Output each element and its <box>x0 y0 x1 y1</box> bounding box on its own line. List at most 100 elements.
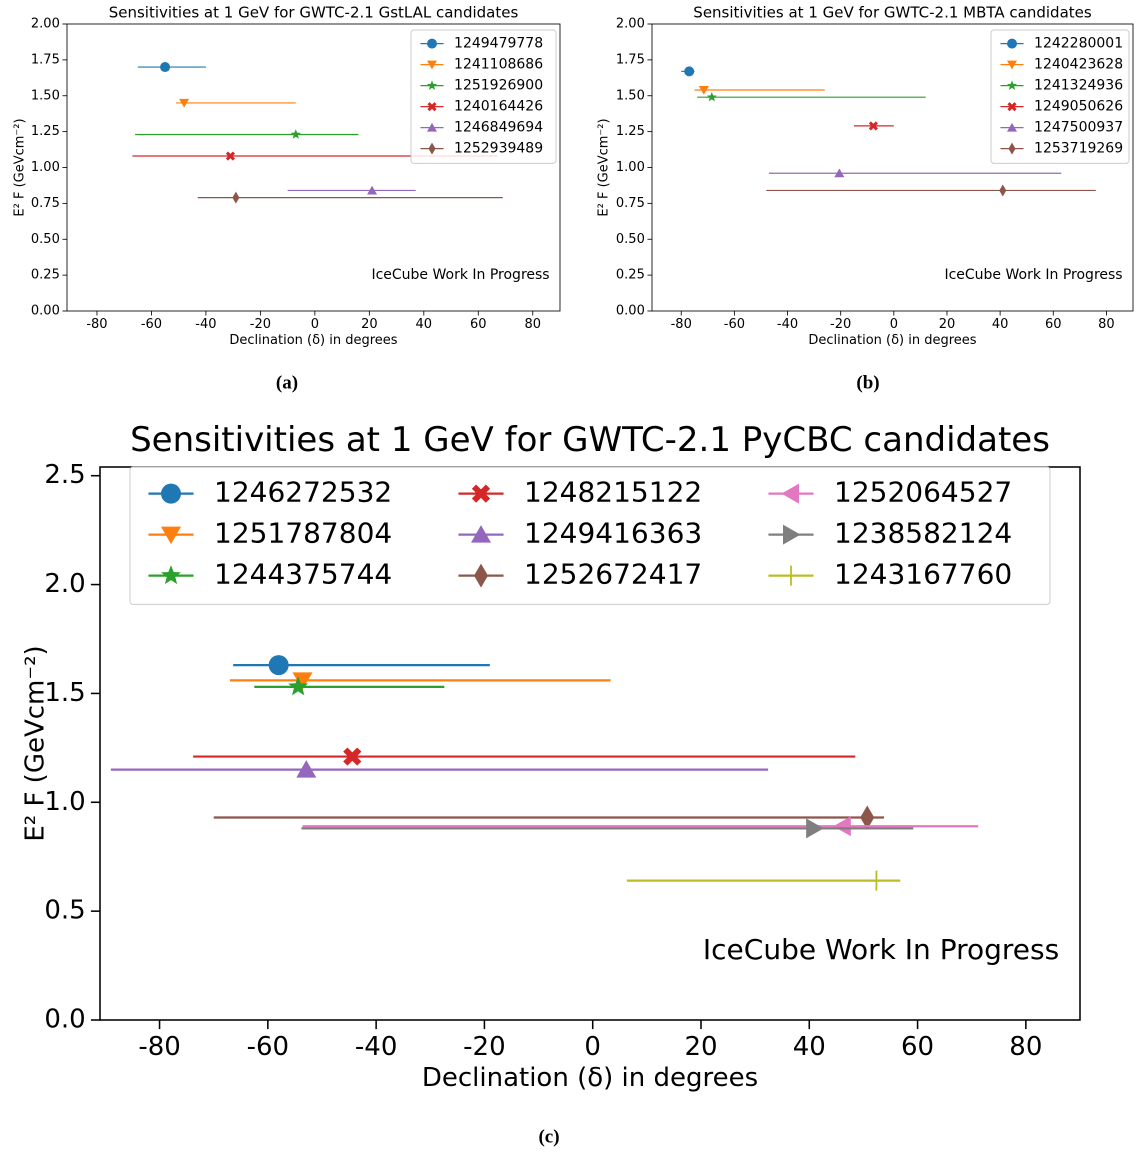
legend-label: 1241324936 <box>1034 78 1123 94</box>
legend-label: 1240164426 <box>454 99 543 115</box>
legend-label: 1249479778 <box>454 36 543 52</box>
x-axis-label: Declination (δ) in degrees <box>229 333 397 348</box>
y-tick-label: 0.00 <box>31 304 60 319</box>
chart-title: Sensitivities at 1 GeV for GWTC-2.1 PyCB… <box>130 420 1050 460</box>
chart-title: Sensitivities at 1 GeV for GWTC-2.1 GstL… <box>109 3 519 21</box>
data-point <box>698 86 709 95</box>
legend-marker <box>427 102 437 112</box>
y-tick-label: 0.50 <box>616 232 645 247</box>
data-point <box>834 168 845 178</box>
y-tick-label: 1.0 <box>44 787 85 817</box>
x-tick-label: 20 <box>361 317 378 332</box>
x-tick-label: 80 <box>524 317 541 332</box>
x-tick-label: -60 <box>141 317 162 332</box>
legend-label: 1252672417 <box>524 558 702 591</box>
y-tick-label: 2.0 <box>44 569 85 599</box>
data-point <box>684 66 695 77</box>
legend-label: 1251787804 <box>214 517 392 550</box>
data-point <box>343 747 362 766</box>
data-point <box>806 818 824 839</box>
data-point <box>225 151 235 161</box>
y-tick-label: 0.5 <box>44 896 85 926</box>
x-tick-label: -40 <box>777 317 798 332</box>
data-point <box>288 676 309 696</box>
legend-label: 1252064527 <box>834 476 1012 509</box>
y-axis-label: E² F (GeVcm⁻²) <box>13 118 28 216</box>
data-point <box>290 129 301 139</box>
legend-marker <box>161 565 181 585</box>
y-tick-label: 0.75 <box>31 196 60 211</box>
legend-marker <box>1007 38 1017 49</box>
legend-label: 1253719269 <box>1034 141 1123 157</box>
legend-label: 1248215122 <box>524 476 702 509</box>
y-tick-label: 0.75 <box>616 196 645 211</box>
y-tick-label: 1.00 <box>31 160 60 175</box>
y-tick-label: 1.00 <box>616 160 645 175</box>
y-tick-label: 1.25 <box>616 124 645 139</box>
x-tick-label: 0 <box>584 1032 601 1062</box>
x-axis-label: Declination (δ) in degrees <box>422 1063 758 1093</box>
data-point <box>866 870 887 891</box>
data-point <box>268 655 289 676</box>
x-tick-label: 0 <box>890 317 898 332</box>
legend-label: 1249416363 <box>524 517 702 550</box>
legend-marker <box>781 565 801 586</box>
legend-label: 1238582124 <box>834 517 1012 550</box>
y-tick-label: 0.25 <box>31 268 60 283</box>
data-point <box>179 98 190 108</box>
data-point <box>160 62 171 73</box>
data-point <box>833 816 851 837</box>
x-tick-label: 20 <box>939 317 956 332</box>
legend-label: 1247500937 <box>1034 120 1123 136</box>
x-tick-label: 40 <box>992 317 1009 332</box>
x-tick-label: 60 <box>901 1032 934 1062</box>
legend-marker <box>1007 80 1017 90</box>
y-tick-label: 1.50 <box>616 88 645 103</box>
legend-marker <box>1007 60 1017 70</box>
x-tick-label: 60 <box>1045 317 1062 332</box>
legend-marker <box>783 524 801 545</box>
x-tick-label: -20 <box>830 317 851 332</box>
x-tick-label: 60 <box>470 317 487 332</box>
annotation: IceCube Work In Progress <box>944 267 1122 283</box>
plot-frame <box>651 23 1134 312</box>
legend-marker <box>428 142 436 155</box>
y-tick-label: 2.00 <box>616 17 645 32</box>
legend-label: 1242280001 <box>1034 36 1123 52</box>
plot-area <box>110 655 979 891</box>
annotation: IceCube Work In Progress <box>371 267 549 283</box>
data-point <box>706 91 717 102</box>
data-point <box>292 672 313 690</box>
legend-box <box>990 29 1130 164</box>
y-tick-label: 2.5 <box>44 460 85 490</box>
caption: (b) <box>856 372 879 393</box>
legend-marker <box>1008 142 1016 155</box>
y-tick-label: 1.25 <box>31 124 60 139</box>
y-tick-label: 0.25 <box>616 268 645 283</box>
data-point <box>296 760 317 778</box>
x-tick-label: -20 <box>250 317 271 332</box>
legend-marker <box>427 60 437 70</box>
legend-marker <box>471 525 491 543</box>
y-tick-label: 0.0 <box>44 1005 85 1035</box>
plot-frame <box>66 23 561 312</box>
x-tick-label: -80 <box>138 1032 180 1062</box>
y-tick-label: 2.00 <box>31 17 60 32</box>
data-point <box>232 191 240 204</box>
caption: (a) <box>276 372 298 393</box>
plot-area <box>681 66 1096 197</box>
legend-marker <box>1007 122 1017 132</box>
x-tick-label: 80 <box>1009 1032 1042 1062</box>
legend-label: 1244375744 <box>214 558 392 591</box>
y-tick-label: 1.50 <box>31 88 60 103</box>
x-tick-label: -80 <box>671 317 692 332</box>
x-tick-label: 40 <box>416 317 433 332</box>
x-tick-label: -20 <box>463 1032 505 1062</box>
x-tick-label: 0 <box>311 317 319 332</box>
legend-label: 1246272532 <box>214 476 392 509</box>
legend-label: 1252939489 <box>454 141 543 157</box>
legend-box <box>129 466 1051 605</box>
y-tick-label: 1.75 <box>616 52 645 67</box>
legend-label: 1249050626 <box>1034 99 1123 115</box>
